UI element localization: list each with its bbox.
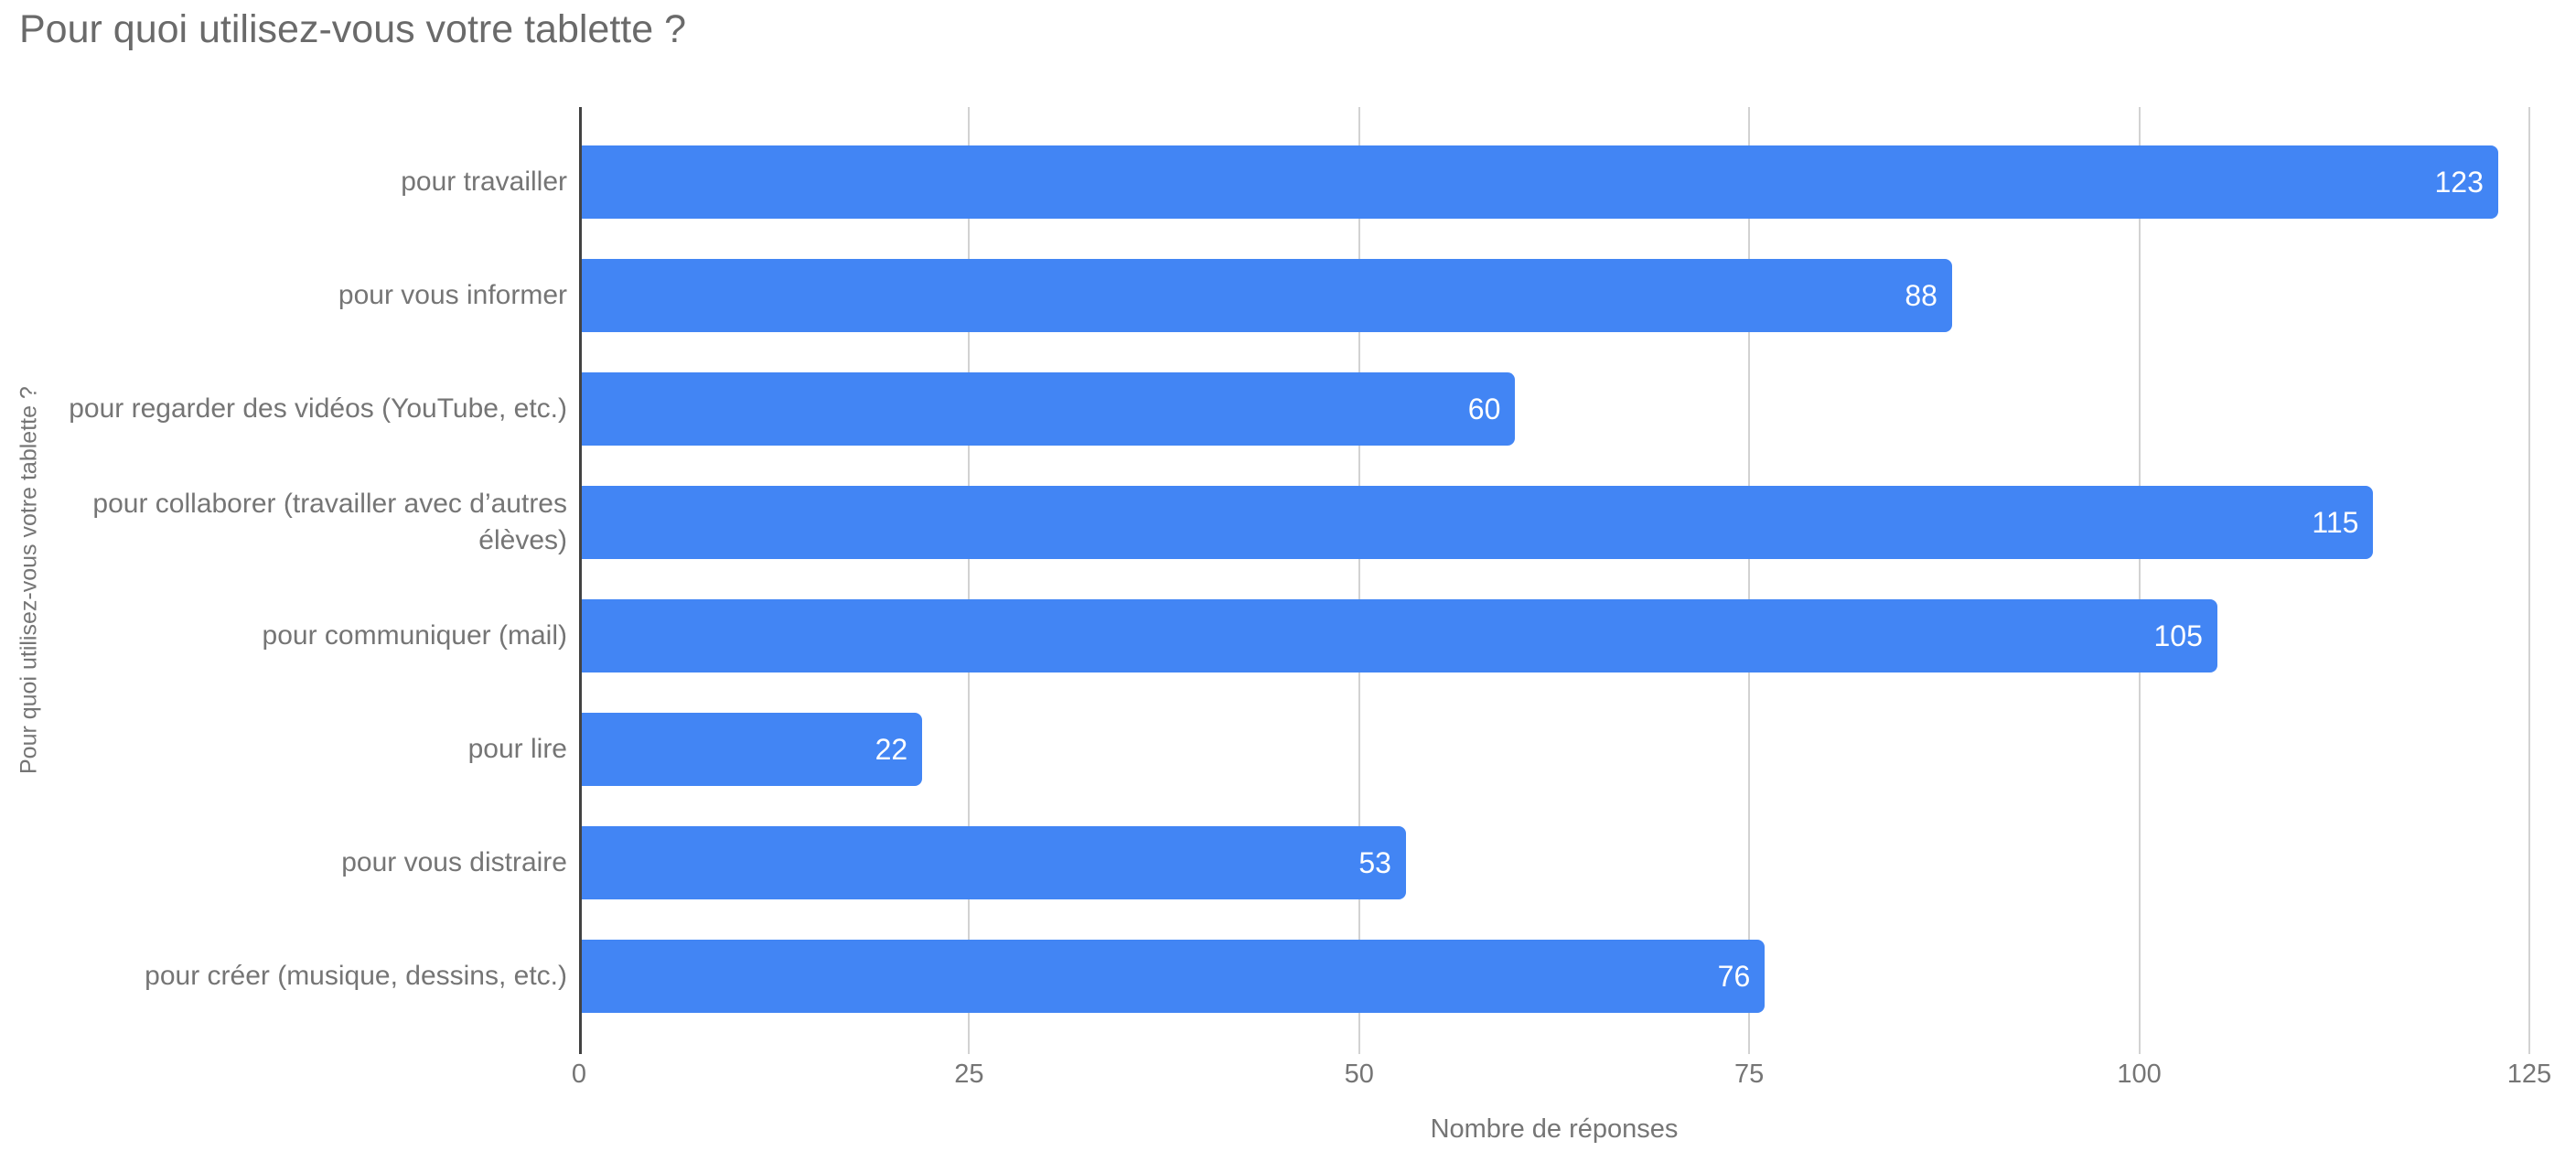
gridline-125 <box>2528 107 2530 1054</box>
bar-value-label: 53 <box>1358 845 1391 879</box>
category-label: pour lire <box>467 734 567 764</box>
bar-row: 115 <box>579 466 2529 579</box>
bar: 123 <box>579 145 2498 219</box>
x-tick-label-100: 100 <box>2117 1060 2162 1089</box>
x-tick-label-125: 125 <box>2506 1060 2552 1089</box>
x-tick-label-0: 0 <box>571 1060 587 1089</box>
bars-container: 123 88 60 115 105 22 53 76 <box>579 125 2529 1033</box>
bar: 76 <box>579 940 1766 1013</box>
category-label: pour vous distraire <box>341 847 567 877</box>
x-axis-title: Nombre de réponses <box>1430 1114 1679 1144</box>
bar-value-label: 60 <box>1467 392 1501 425</box>
gridline-25 <box>968 107 971 1054</box>
bar-value-label: 115 <box>2312 505 2359 539</box>
gridline-50 <box>1358 107 1360 1054</box>
category-label: pour créer (musique, dessins, etc.) <box>145 961 567 991</box>
x-tick-label-75: 75 <box>1734 1060 1765 1089</box>
bar-row: 60 <box>579 352 2529 466</box>
x-axis-tick-labels: 0 25 50 75 100 125 <box>572 1060 2551 1096</box>
bar-row: 53 <box>579 806 2529 920</box>
bar-value-label: 123 <box>2434 165 2484 199</box>
category-label: pour collaborer (travailler avec d’autre… <box>92 489 567 555</box>
bar: 105 <box>579 599 2217 672</box>
bar-row: 22 <box>579 693 2529 806</box>
x-tick-label-25: 25 <box>954 1060 984 1089</box>
bar-value-label: 22 <box>875 732 908 766</box>
gridline-100 <box>2138 107 2141 1054</box>
plot-area: 123 88 60 115 105 22 53 76 <box>579 107 2530 1054</box>
category-label: pour vous informer <box>338 280 567 310</box>
bar-row: 123 <box>579 125 2529 239</box>
bar-row: 88 <box>579 239 2529 352</box>
chart-title: Pour quoi utilisez-vous votre tablette ? <box>19 7 687 51</box>
gridline-75 <box>1748 107 1751 1054</box>
y-axis-title: Pour quoi utilisez-vous votre tablette ? <box>16 386 42 775</box>
bar-row: 76 <box>579 920 2529 1033</box>
x-tick-label-50: 50 <box>1344 1060 1374 1089</box>
bar: 115 <box>579 486 2374 559</box>
bar: 53 <box>579 826 1406 899</box>
category-axis-labels: pour travailler pour vous informer pour re… <box>46 125 567 1033</box>
category-label: pour regarder des vidéos (YouTube, etc.) <box>69 393 567 424</box>
baseline-axis-line <box>579 107 582 1054</box>
bar-row: 105 <box>579 579 2529 693</box>
bar: 60 <box>579 372 1516 446</box>
bar-value-label: 88 <box>1905 278 1937 312</box>
bar: 22 <box>579 713 923 786</box>
bar: 88 <box>579 259 1952 332</box>
bar-value-label: 105 <box>2153 619 2203 652</box>
bar-value-label: 76 <box>1717 959 1751 993</box>
category-label: pour communiquer (mail) <box>262 620 567 651</box>
category-label: pour travailler <box>401 167 567 197</box>
